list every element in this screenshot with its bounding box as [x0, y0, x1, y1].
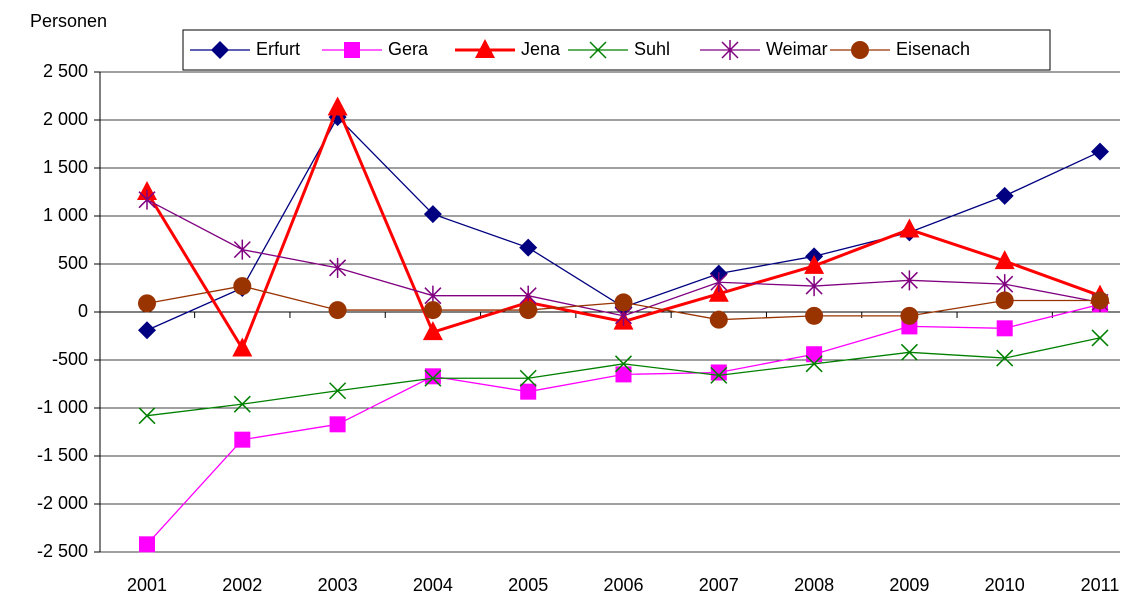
data-point — [328, 301, 347, 320]
data-point — [233, 277, 252, 296]
data-point — [234, 431, 251, 448]
y-tick-label: -1 000 — [37, 397, 88, 417]
data-point — [138, 189, 156, 210]
data-point — [1091, 142, 1109, 161]
x-tick-label: 2004 — [413, 575, 453, 595]
legend-marker — [211, 41, 229, 59]
legend-marker — [475, 39, 495, 58]
x-tick-label: 2008 — [794, 575, 834, 595]
data-point — [519, 238, 538, 257]
data-point — [138, 321, 156, 340]
data-point — [423, 205, 442, 224]
data-point — [1091, 329, 1109, 347]
x-tick-label: 2009 — [889, 575, 929, 595]
x-tick-label: 2007 — [699, 575, 739, 595]
data-point — [805, 276, 823, 297]
y-tick-label: 500 — [58, 253, 88, 273]
data-point — [233, 239, 251, 260]
legend-label: Gera — [388, 39, 429, 59]
x-tick-label: 2011 — [1081, 575, 1120, 595]
data-point — [708, 282, 729, 302]
y-tick-label: 2 500 — [43, 61, 88, 81]
legend-label: Eisenach — [896, 39, 970, 59]
data-point — [996, 274, 1014, 295]
x-tick-label: 2005 — [508, 575, 548, 595]
x-tick-label: 2001 — [127, 575, 167, 595]
data-point — [709, 310, 728, 329]
data-point — [804, 254, 825, 274]
data-point — [995, 186, 1014, 205]
x-tick-label: 2006 — [603, 575, 643, 595]
legend-marker — [589, 41, 607, 59]
legend-label: Suhl — [634, 39, 670, 59]
data-point — [1091, 291, 1109, 310]
data-point — [805, 306, 824, 325]
data-point — [138, 294, 156, 313]
data-point — [710, 366, 728, 384]
y-tick-label: 1 000 — [43, 205, 88, 225]
data-point — [806, 346, 823, 363]
data-point — [614, 355, 633, 373]
y-tick-label: -1 500 — [37, 445, 88, 465]
data-point — [329, 257, 347, 278]
data-point — [138, 407, 156, 425]
legend-marker — [344, 42, 360, 58]
data-point — [424, 368, 441, 385]
data-point — [614, 293, 633, 312]
legend-label: Erfurt — [256, 39, 300, 59]
y-tick-label: 2 000 — [43, 109, 88, 129]
data-point — [994, 250, 1015, 270]
x-tick-label: 2003 — [318, 575, 358, 595]
data-point — [327, 96, 348, 116]
data-point — [900, 306, 919, 325]
data-point — [805, 355, 823, 373]
data-point — [233, 395, 251, 413]
x-tick-label: 2002 — [222, 575, 262, 595]
y-tick-label: -500 — [52, 349, 88, 369]
data-point — [710, 364, 727, 381]
data-point — [900, 270, 918, 291]
y-tick-label: -2 000 — [37, 493, 88, 513]
data-point — [520, 383, 537, 400]
data-point — [329, 382, 347, 400]
series-line — [146, 303, 1101, 545]
data-point — [519, 301, 538, 320]
data-point — [232, 337, 253, 357]
legend-label: Jena — [521, 39, 561, 59]
data-point — [899, 218, 920, 238]
legend-marker — [721, 40, 739, 60]
data-point — [996, 349, 1014, 367]
data-point — [424, 369, 442, 387]
data-point — [329, 416, 346, 433]
data-point — [995, 291, 1014, 310]
data-point — [519, 369, 537, 387]
data-point — [900, 343, 918, 361]
legend-label: Weimar — [766, 39, 828, 59]
data-point — [996, 320, 1013, 337]
data-point — [423, 301, 442, 320]
y-tick-label: -2 500 — [37, 541, 88, 561]
legend-marker — [851, 41, 869, 59]
y-tick-label: 0 — [78, 301, 88, 321]
y-axis-label: Personen — [30, 11, 107, 31]
data-point — [710, 272, 728, 293]
data-point — [139, 536, 155, 553]
x-tick-label: 2010 — [985, 575, 1025, 595]
data-point — [615, 366, 632, 383]
y-tick-label: 1 500 — [43, 157, 88, 177]
data-point — [422, 321, 443, 341]
